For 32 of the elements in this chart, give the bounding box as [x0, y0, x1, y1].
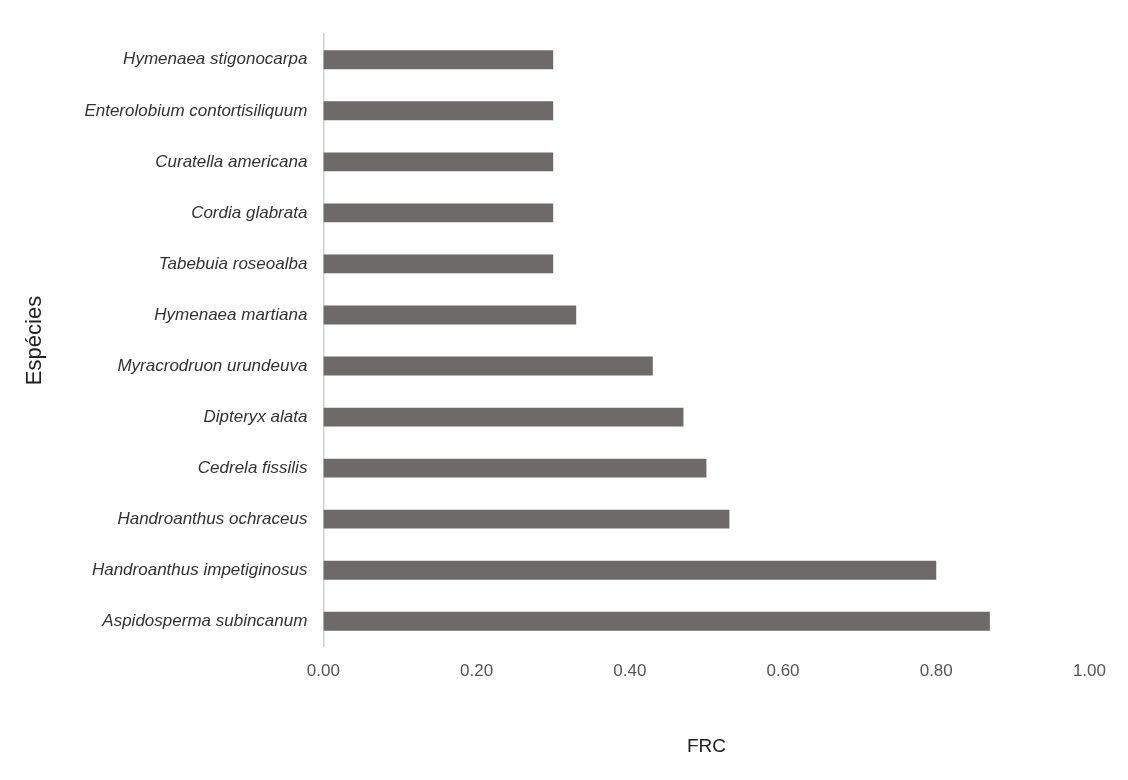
x-tick-label: 0.20	[460, 660, 494, 680]
y-tick-label: Aspidosperma subincanum	[101, 611, 308, 631]
x-tick-label: 0.00	[306, 660, 340, 680]
y-tick-label: Myracrodruon urundeuva	[117, 355, 308, 375]
x-axis-title: FRC	[686, 734, 726, 756]
x-tick-label: 0.80	[919, 660, 953, 680]
x-tick-label: 0.60	[766, 660, 800, 680]
bar	[323, 611, 990, 631]
bar	[323, 407, 684, 427]
x-tick-label: 1.00	[1072, 660, 1106, 680]
y-tick-label: Handroanthus impetiginosus	[91, 559, 308, 579]
bar	[323, 50, 554, 70]
y-tick-label: Dipteryx alata	[203, 406, 308, 426]
bar	[323, 509, 730, 529]
bar	[323, 152, 554, 172]
x-tick-label: 0.40	[613, 660, 647, 680]
y-tick-label: Hymenaea martiana	[154, 304, 308, 324]
y-tick-label: Cedrela fissilis	[197, 457, 308, 477]
y-tick-label: Curatella americana	[155, 151, 308, 171]
bar	[323, 356, 653, 376]
y-tick-label: Handroanthus ochraceus	[117, 508, 308, 528]
y-axis-title: Espécies	[21, 295, 47, 386]
y-tick-label: Tabebuia roseoalba	[158, 253, 308, 273]
bar	[323, 305, 577, 325]
bar	[323, 101, 554, 121]
bar	[323, 203, 554, 223]
y-tick-label: Enterolobium contortisiliquum	[84, 100, 308, 120]
y-tick-label: Hymenaea stigonocarpa	[123, 49, 308, 69]
bar	[323, 458, 707, 478]
y-tick-label: Cordia glabrata	[191, 202, 308, 222]
bar	[323, 254, 554, 274]
bar	[323, 560, 937, 580]
